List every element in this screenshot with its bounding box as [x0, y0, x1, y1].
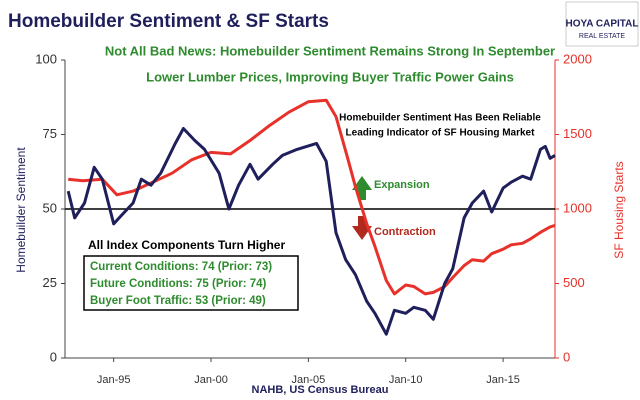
logo-text: REAL ESTATE [579, 33, 625, 40]
y2-tick-label: 1000 [563, 200, 592, 215]
y2-axis-label: SF Housing Starts [612, 161, 626, 258]
y2-tick-label: 0 [563, 349, 570, 364]
y-tick-label: 50 [43, 200, 57, 215]
series-line [66, 127, 556, 336]
subtitle: Lower Lumber Prices, Improving Buyer Tra… [146, 69, 514, 84]
y-tick-label: 100 [35, 51, 57, 66]
annotation: Homebuilder Sentiment Has Been Reliable [339, 113, 541, 124]
x-tick-label: Jan-95 [97, 374, 131, 386]
info-line: Buyer Foot Traffic: 53 (Prior: 49) [90, 295, 266, 307]
box-title: All Index Components Turn Higher [88, 238, 285, 252]
up-arrow [352, 176, 372, 200]
y2-tick-label: 500 [563, 275, 585, 290]
down-arrow [352, 216, 372, 240]
logo-box [565, 1, 639, 47]
subtitle: Not All Bad News: Homebuilder Sentiment … [105, 43, 555, 58]
y-tick-label: 25 [43, 275, 57, 290]
x-tick-label: Jan-15 [486, 374, 520, 386]
annotation: Leading Indicator of SF Housing Market [346, 128, 536, 139]
annotation: Contraction [374, 226, 436, 238]
logo: HOYA CAPITAL REAL ESTATE [565, 1, 639, 47]
x-tick-label: Jan-10 [389, 374, 423, 386]
info-line: Current Conditions: 74 (Prior: 73) [90, 261, 272, 273]
y2-tick-label: 2000 [563, 51, 592, 66]
y-axis-label: Homebuilder Sentiment [14, 147, 28, 273]
info-box [83, 255, 299, 311]
x-tick-label: Jan-00 [194, 374, 228, 386]
source: NAHB, US Census Bureau [252, 384, 389, 396]
y-tick-label: 0 [50, 349, 57, 364]
info-line: Future Conditions: 75 (Prior: 74) [90, 278, 267, 290]
series-line [68, 98, 556, 296]
y-tick-label: 75 [43, 126, 57, 141]
y2-tick-label: 1500 [563, 126, 592, 141]
x-tick-label: Jan-05 [292, 374, 326, 386]
annotation: Expansion [374, 179, 430, 191]
chart-title: Homebuilder Sentiment & SF Starts [8, 11, 329, 32]
logo-text: HOYA CAPITAL [566, 19, 639, 30]
